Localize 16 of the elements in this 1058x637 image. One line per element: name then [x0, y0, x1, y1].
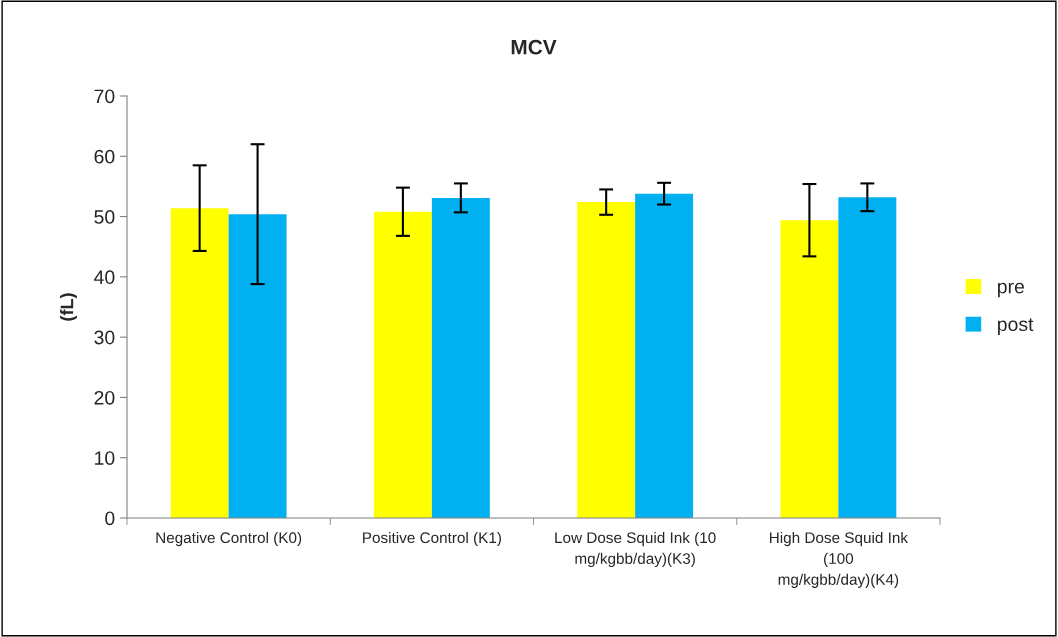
x-tick-label: High Dose Squid Ink (100 mg/kgbb/day)(K4) [769, 531, 909, 588]
chart-title: MCV [511, 39, 557, 55]
y-tick-label: 0 [105, 511, 115, 526]
y-tick-label: 40 [94, 270, 115, 285]
y-tick-label: 10 [95, 451, 115, 465]
y-axis-title: (fL) [60, 293, 77, 321]
y-tick-label: 20 [94, 390, 115, 405]
x-tick-label: Low Dose Squid Ink (10 mg/kgbb/day)(K3) [555, 531, 716, 568]
legend-label: post [998, 318, 1034, 335]
x-tick-label: Positive Control (K1) [363, 531, 501, 547]
legend-label: pre [998, 282, 1024, 298]
y-tick-label: 30 [94, 330, 115, 345]
y-tick-label: 50 [94, 210, 115, 224]
y-tick-label: 60 [94, 149, 115, 164]
y-tick-label: 70 [94, 89, 115, 104]
x-tick-label: Negative Control (K0) [156, 531, 302, 547]
